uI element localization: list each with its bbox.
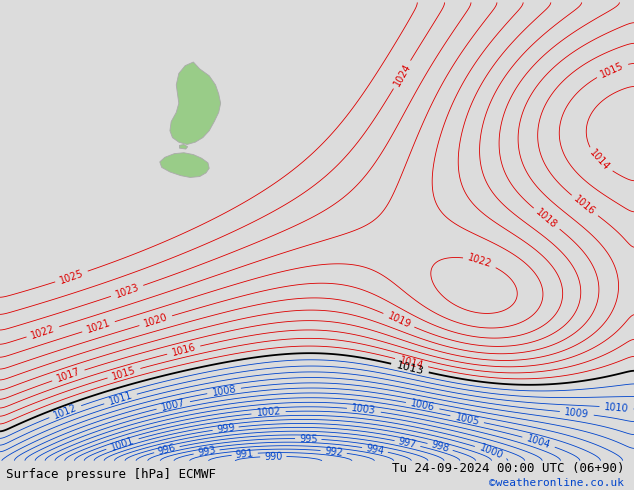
Text: 1022: 1022 — [30, 323, 56, 341]
Text: 1024: 1024 — [392, 61, 413, 88]
Text: 1001: 1001 — [109, 435, 136, 452]
Text: 1025: 1025 — [58, 268, 85, 285]
Text: 1016: 1016 — [572, 194, 597, 217]
Text: 1011: 1011 — [107, 391, 134, 407]
Text: 1016: 1016 — [171, 342, 197, 358]
Text: 1000: 1000 — [478, 442, 504, 461]
Text: 1015: 1015 — [599, 60, 625, 79]
Text: 1006: 1006 — [410, 398, 436, 413]
Text: ©weatheronline.co.uk: ©weatheronline.co.uk — [489, 478, 624, 488]
Text: 1018: 1018 — [534, 207, 559, 230]
Text: 1023: 1023 — [114, 282, 140, 300]
Text: 993: 993 — [197, 445, 216, 458]
Text: 996: 996 — [157, 442, 177, 457]
Text: 998: 998 — [430, 440, 450, 454]
Text: 1021: 1021 — [85, 318, 112, 335]
Text: Tu 24-09-2024 00:00 UTC (06+90): Tu 24-09-2024 00:00 UTC (06+90) — [392, 462, 624, 475]
Text: 1010: 1010 — [604, 402, 629, 414]
Text: 1022: 1022 — [467, 253, 493, 270]
Text: Surface pressure [hPa] ECMWF: Surface pressure [hPa] ECMWF — [6, 468, 216, 481]
Text: 1002: 1002 — [256, 407, 281, 418]
Text: 1013: 1013 — [395, 360, 425, 376]
Text: 990: 990 — [264, 451, 283, 462]
Polygon shape — [179, 145, 188, 149]
Text: 1004: 1004 — [526, 433, 552, 450]
Text: 1012: 1012 — [52, 402, 79, 421]
Text: 1007: 1007 — [160, 397, 186, 413]
Text: 995: 995 — [299, 434, 318, 444]
Text: 1020: 1020 — [143, 312, 169, 329]
Text: 1017: 1017 — [55, 367, 82, 384]
Text: 1009: 1009 — [564, 407, 590, 419]
Text: 991: 991 — [235, 448, 254, 460]
Text: 1019: 1019 — [385, 311, 412, 330]
Text: 994: 994 — [365, 443, 385, 456]
Text: 1015: 1015 — [111, 365, 137, 382]
Text: 1005: 1005 — [454, 412, 480, 427]
Polygon shape — [160, 153, 209, 177]
Text: 1008: 1008 — [211, 384, 237, 398]
Text: 992: 992 — [324, 446, 344, 458]
Text: 999: 999 — [216, 422, 235, 435]
Text: 1003: 1003 — [351, 404, 377, 416]
Text: 1014: 1014 — [588, 148, 612, 173]
Text: 997: 997 — [398, 437, 418, 450]
Text: 1014: 1014 — [398, 355, 425, 370]
Bar — [0, 461, 634, 490]
Polygon shape — [170, 62, 221, 145]
